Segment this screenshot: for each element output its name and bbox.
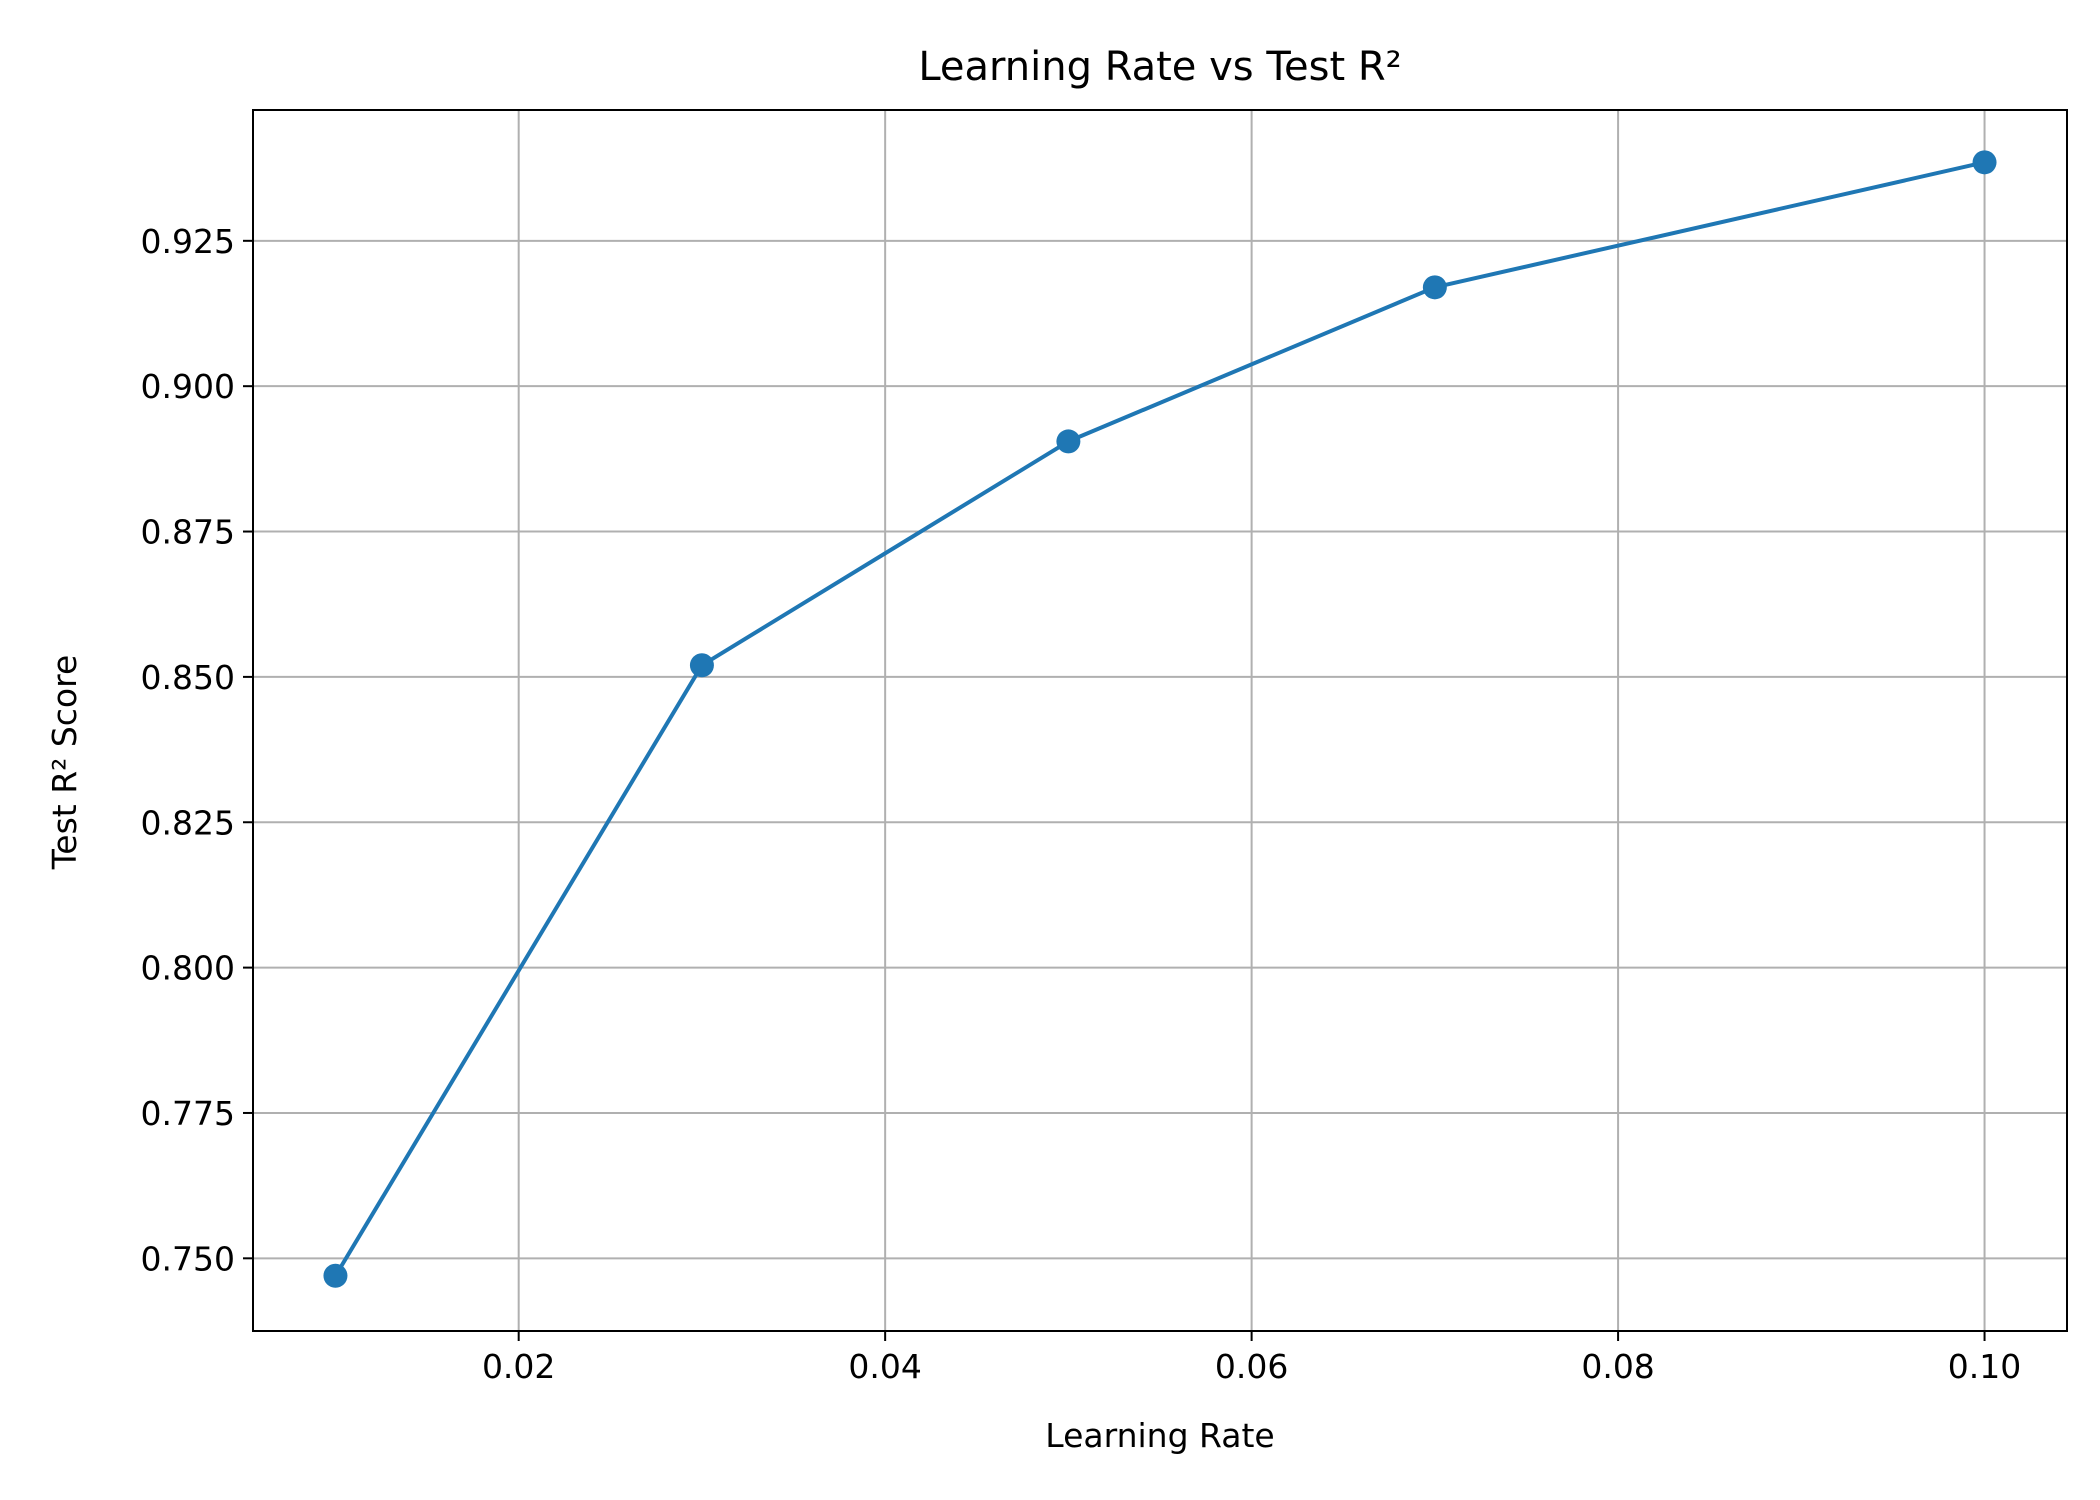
y-tick-label: 0.875 [141, 513, 235, 552]
x-tick-label: 0.08 [1581, 1347, 1654, 1386]
data-point [1056, 429, 1081, 454]
data-point [1972, 150, 1997, 175]
y-tick-label: 0.775 [141, 1094, 235, 1133]
axis-ticks: 0.02 0.04 0.06 0.08 0.10 0.750 0.775 0.800 0.825… [141, 222, 2022, 1386]
x-axis-label: Learning Rate [1045, 1416, 1274, 1455]
y-tick-label: 0.800 [141, 949, 235, 988]
plot-series [323, 150, 1997, 1288]
grid-lines [253, 110, 2067, 1331]
x-tick-label: 0.04 [848, 1347, 921, 1386]
x-tick-label: 0.02 [482, 1347, 555, 1386]
data-point [323, 1263, 348, 1288]
y-tick-label: 0.925 [141, 222, 235, 261]
x-tick-label: 0.06 [1215, 1347, 1288, 1386]
plot-area-frame [252, 109, 2068, 1332]
y-tick-label: 0.900 [141, 367, 235, 406]
data-point [1422, 275, 1447, 300]
x-tick-label: 0.10 [1948, 1347, 2021, 1386]
chart-title: Learning Rate vs Test R² [918, 44, 1401, 90]
y-tick-label: 0.750 [141, 1239, 235, 1278]
y-tick-label: 0.825 [141, 803, 235, 842]
data-point [689, 653, 714, 678]
y-axis-label: Test R² Score [45, 655, 84, 871]
y-tick-label: 0.850 [141, 658, 235, 697]
